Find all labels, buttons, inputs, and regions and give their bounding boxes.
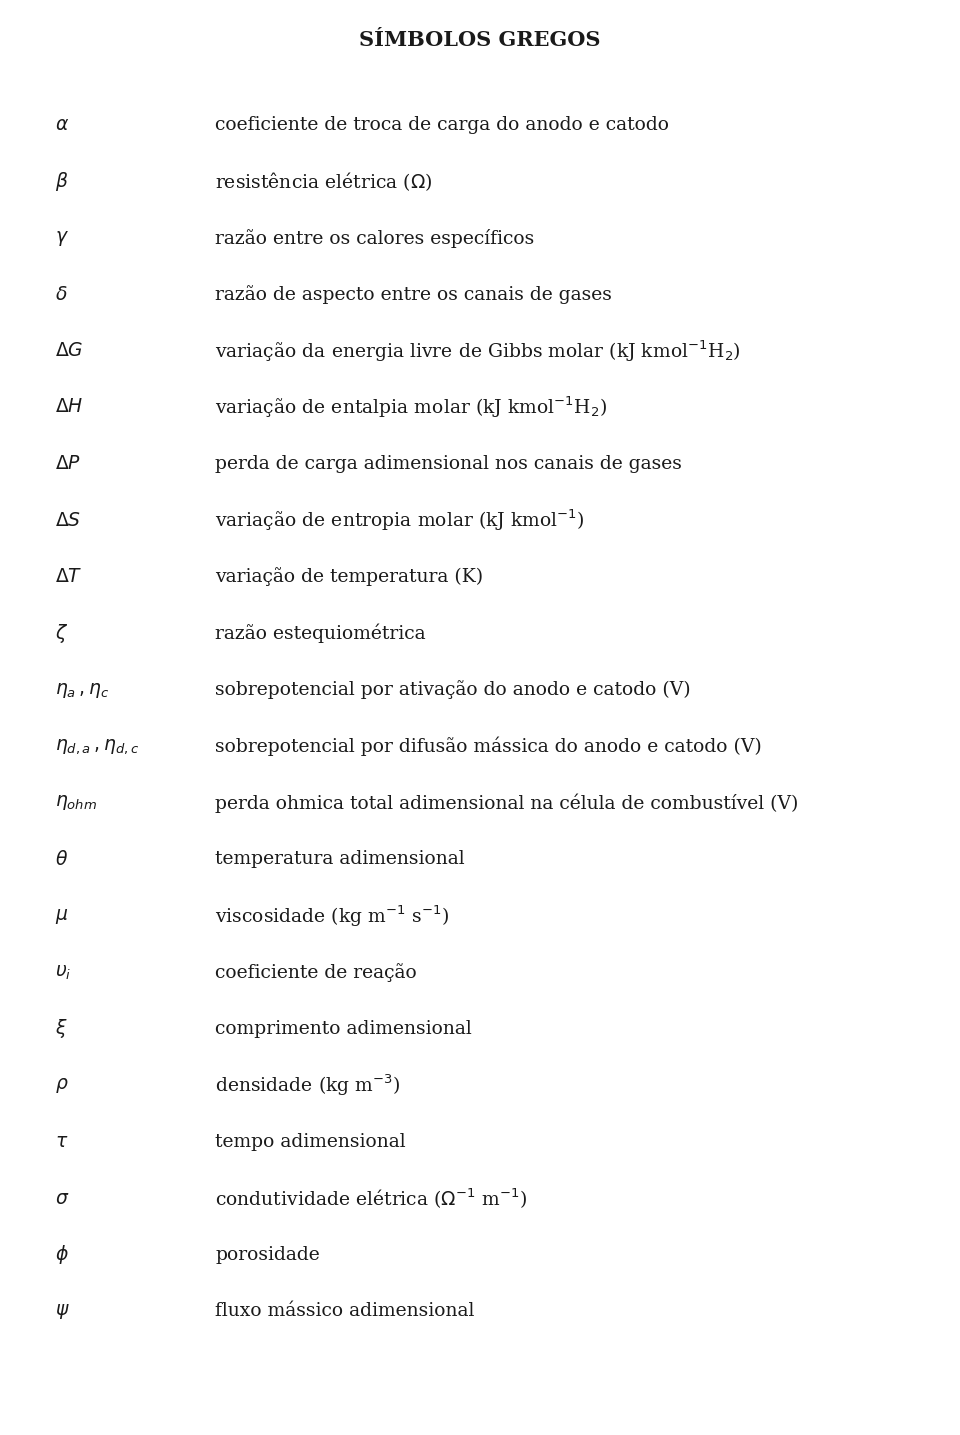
- Text: condutividade elétrica ($\Omega^{-1}$ m$^{-1}$): condutividade elétrica ($\Omega^{-1}$ m$…: [215, 1187, 527, 1211]
- Text: $\Delta S$: $\Delta S$: [55, 511, 82, 530]
- Text: $\Delta T$: $\Delta T$: [55, 568, 83, 585]
- Text: temperatura adimensional: temperatura adimensional: [215, 851, 465, 868]
- Text: $\Delta G$: $\Delta G$: [55, 342, 84, 360]
- Text: tempo adimensional: tempo adimensional: [215, 1134, 406, 1151]
- Text: fluxo mássico adimensional: fluxo mássico adimensional: [215, 1303, 474, 1320]
- Text: perda de carga adimensional nos canais de gases: perda de carga adimensional nos canais d…: [215, 455, 682, 474]
- Text: resistência elétrica ($\Omega$): resistência elétrica ($\Omega$): [215, 171, 433, 192]
- Text: $\eta_{d,a}\,,\eta_{d,c}$: $\eta_{d,a}\,,\eta_{d,c}$: [55, 738, 139, 756]
- Text: $\gamma$: $\gamma$: [55, 228, 69, 247]
- Text: porosidade: porosidade: [215, 1246, 320, 1264]
- Text: SÍMBOLOS GREGOS: SÍMBOLOS GREGOS: [359, 30, 601, 50]
- Text: $\alpha$: $\alpha$: [55, 116, 69, 133]
- Text: variação de temperatura (K): variação de temperatura (K): [215, 567, 483, 587]
- Text: sobrepotencial por difusão mássica do anodo e catodo (V): sobrepotencial por difusão mássica do an…: [215, 736, 761, 756]
- Text: $\theta$: $\theta$: [55, 850, 68, 870]
- Text: $\rho$: $\rho$: [55, 1076, 69, 1095]
- Text: razão entre os calores específicos: razão entre os calores específicos: [215, 228, 535, 247]
- Text: variação de entropia molar (kJ kmol$^{-1}$): variação de entropia molar (kJ kmol$^{-1…: [215, 508, 585, 534]
- Text: $\eta_a\,,\eta_c$: $\eta_a\,,\eta_c$: [55, 680, 109, 699]
- Text: $\phi$: $\phi$: [55, 1244, 69, 1267]
- Text: variação da energia livre de Gibbs molar (kJ kmol$^{-1}$H$_2$): variação da energia livre de Gibbs molar…: [215, 339, 741, 363]
- Text: densidade (kg m$^{-3}$): densidade (kg m$^{-3}$): [215, 1073, 400, 1098]
- Text: $\psi$: $\psi$: [55, 1302, 70, 1322]
- Text: $\Delta H$: $\Delta H$: [55, 399, 84, 416]
- Text: perda ohmica total adimensional na célula de combustível (V): perda ohmica total adimensional na célul…: [215, 794, 799, 812]
- Text: $\mu$: $\mu$: [55, 907, 68, 926]
- Text: $\delta$: $\delta$: [55, 286, 67, 303]
- Text: $\tau$: $\tau$: [55, 1134, 68, 1151]
- Text: $\eta_{ohm}$: $\eta_{ohm}$: [55, 794, 97, 812]
- Text: coeficiente de reação: coeficiente de reação: [215, 963, 417, 982]
- Text: comprimento adimensional: comprimento adimensional: [215, 1020, 471, 1038]
- Text: $\xi$: $\xi$: [55, 1017, 67, 1040]
- Text: $\Delta P$: $\Delta P$: [55, 455, 81, 474]
- Text: razão estequiométrica: razão estequiométrica: [215, 624, 425, 643]
- Text: sobrepotencial por ativação do anodo e catodo (V): sobrepotencial por ativação do anodo e c…: [215, 680, 690, 699]
- Text: $\zeta$: $\zeta$: [55, 621, 68, 644]
- Text: razão de aspecto entre os canais de gases: razão de aspecto entre os canais de gase…: [215, 286, 612, 304]
- Text: $\beta$: $\beta$: [55, 169, 68, 192]
- Text: $\upsilon_i$: $\upsilon_i$: [55, 963, 71, 982]
- Text: coeficiente de troca de carga do anodo e catodo: coeficiente de troca de carga do anodo e…: [215, 116, 669, 133]
- Text: $\sigma$: $\sigma$: [55, 1190, 69, 1207]
- Text: variação de entalpia molar (kJ kmol$^{-1}$H$_2$): variação de entalpia molar (kJ kmol$^{-1…: [215, 395, 607, 420]
- Text: viscosidade (kg m$^{-1}$ s$^{-1}$): viscosidade (kg m$^{-1}$ s$^{-1}$): [215, 903, 449, 928]
